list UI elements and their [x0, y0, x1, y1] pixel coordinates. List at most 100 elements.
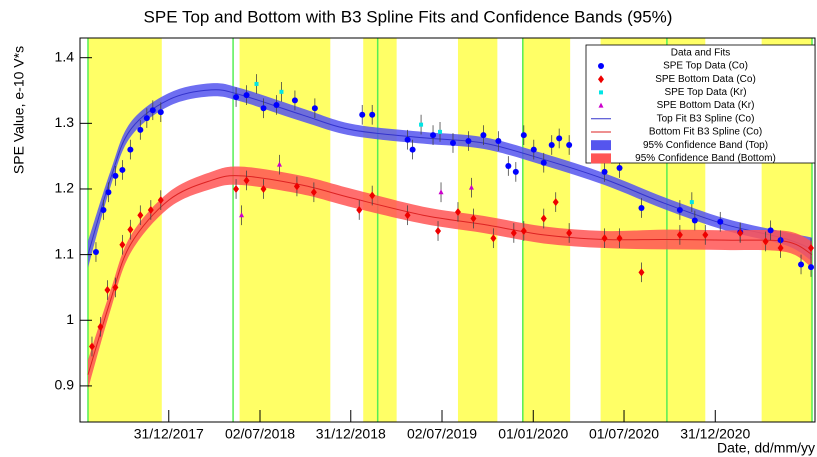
data-point [119, 166, 126, 173]
data-point [638, 268, 645, 277]
data-point [92, 248, 99, 255]
data-point [505, 163, 512, 169]
data-point [369, 191, 376, 200]
data-point [598, 102, 604, 108]
data-point [143, 115, 150, 122]
x-tick-label: 01/01/2020 [498, 426, 568, 442]
shaded-period [363, 38, 397, 422]
data-point [273, 101, 280, 108]
x-tick-label: 02/07/2018 [225, 426, 295, 442]
y-tick-label: 1.2 [55, 180, 75, 196]
data-point [470, 214, 477, 223]
y-axis-label: SPE Value, e-10 V*s [11, 46, 27, 174]
data-point [556, 135, 563, 142]
data-point [291, 97, 298, 104]
data-point [566, 141, 573, 148]
data-point [279, 89, 284, 94]
plot-frame [79, 37, 816, 423]
data-point [520, 226, 527, 235]
x-axis-label: Date, dd/mm/yy [717, 440, 815, 456]
data-point [548, 141, 555, 148]
data-point [430, 132, 437, 139]
y-tick-label: 1.3 [55, 114, 75, 130]
data-point [104, 286, 111, 295]
data-point [468, 184, 474, 190]
data-point [157, 109, 164, 116]
data-point [438, 129, 443, 134]
data-point [490, 234, 497, 243]
data-point [702, 230, 709, 239]
data-point [419, 122, 424, 127]
data-point [404, 136, 411, 143]
data-point [254, 81, 259, 86]
shaded-period [87, 38, 162, 422]
data-point [311, 105, 318, 112]
legend-label: SPE Bottom Data (Kr) [657, 100, 755, 111]
legend-label: 95% Confidence Band (Top) [643, 140, 768, 151]
fit-line [87, 175, 813, 375]
data-point [540, 159, 547, 166]
data-point [409, 146, 416, 153]
data-point [310, 188, 317, 197]
data-point [510, 228, 517, 237]
data-point [598, 63, 604, 69]
data-point [127, 146, 134, 153]
data-point [599, 90, 603, 95]
data-point [676, 230, 683, 239]
data-point [465, 138, 472, 145]
data-point [404, 211, 411, 220]
data-point [243, 92, 250, 99]
data-point [359, 111, 366, 118]
chart-title: SPE Top and Bottom with B3 Spline Fits a… [144, 7, 673, 26]
data-point [356, 205, 363, 214]
data-point [798, 261, 805, 268]
data-point [676, 206, 683, 213]
data-point [495, 138, 502, 145]
data-point [233, 94, 240, 101]
data-point [530, 146, 537, 153]
data-point [691, 217, 698, 224]
data-point [717, 218, 724, 225]
data-point [157, 196, 164, 205]
legend-label: SPE Top Data (Co) [663, 61, 748, 72]
data-point [276, 161, 282, 167]
legend: Data and Fits SPE Top Data (Co) SPE Bottom… [585, 44, 816, 164]
legend-box [585, 44, 816, 164]
data-point [233, 184, 240, 193]
data-point [97, 322, 104, 331]
legend-swatch [591, 153, 611, 164]
legend-label: SPE Top Data (Kr) [664, 87, 746, 98]
data-point [762, 237, 769, 246]
y-tick-label: 1.1 [55, 245, 75, 261]
data-point [777, 244, 784, 253]
data-point [127, 225, 134, 234]
x-tick-label: 31/12/2018 [316, 426, 386, 442]
data-point [293, 182, 300, 191]
data-point [260, 184, 267, 193]
data-point [601, 234, 608, 243]
data-point [239, 212, 245, 218]
data-point [512, 168, 519, 175]
x-tick-label: 01/07/2020 [589, 426, 659, 442]
data-point [435, 226, 442, 235]
data-point [137, 211, 144, 220]
data-point [449, 140, 456, 147]
data-point [119, 240, 126, 249]
data-point [808, 244, 815, 253]
data-point [808, 264, 815, 271]
data-point [438, 189, 444, 195]
data-point [137, 126, 144, 133]
data-point [260, 105, 267, 112]
legend-label: 95% Confidence Band (Bottom) [635, 153, 776, 164]
data-point [638, 205, 645, 212]
data-point [100, 206, 107, 213]
legend-swatch [591, 140, 611, 151]
data-point [454, 207, 461, 216]
data-point [598, 75, 604, 84]
y-tick-label: 1 [66, 311, 74, 327]
data-point [149, 107, 156, 114]
data-point [616, 234, 623, 243]
data-point [480, 132, 487, 139]
data-point [601, 168, 608, 175]
